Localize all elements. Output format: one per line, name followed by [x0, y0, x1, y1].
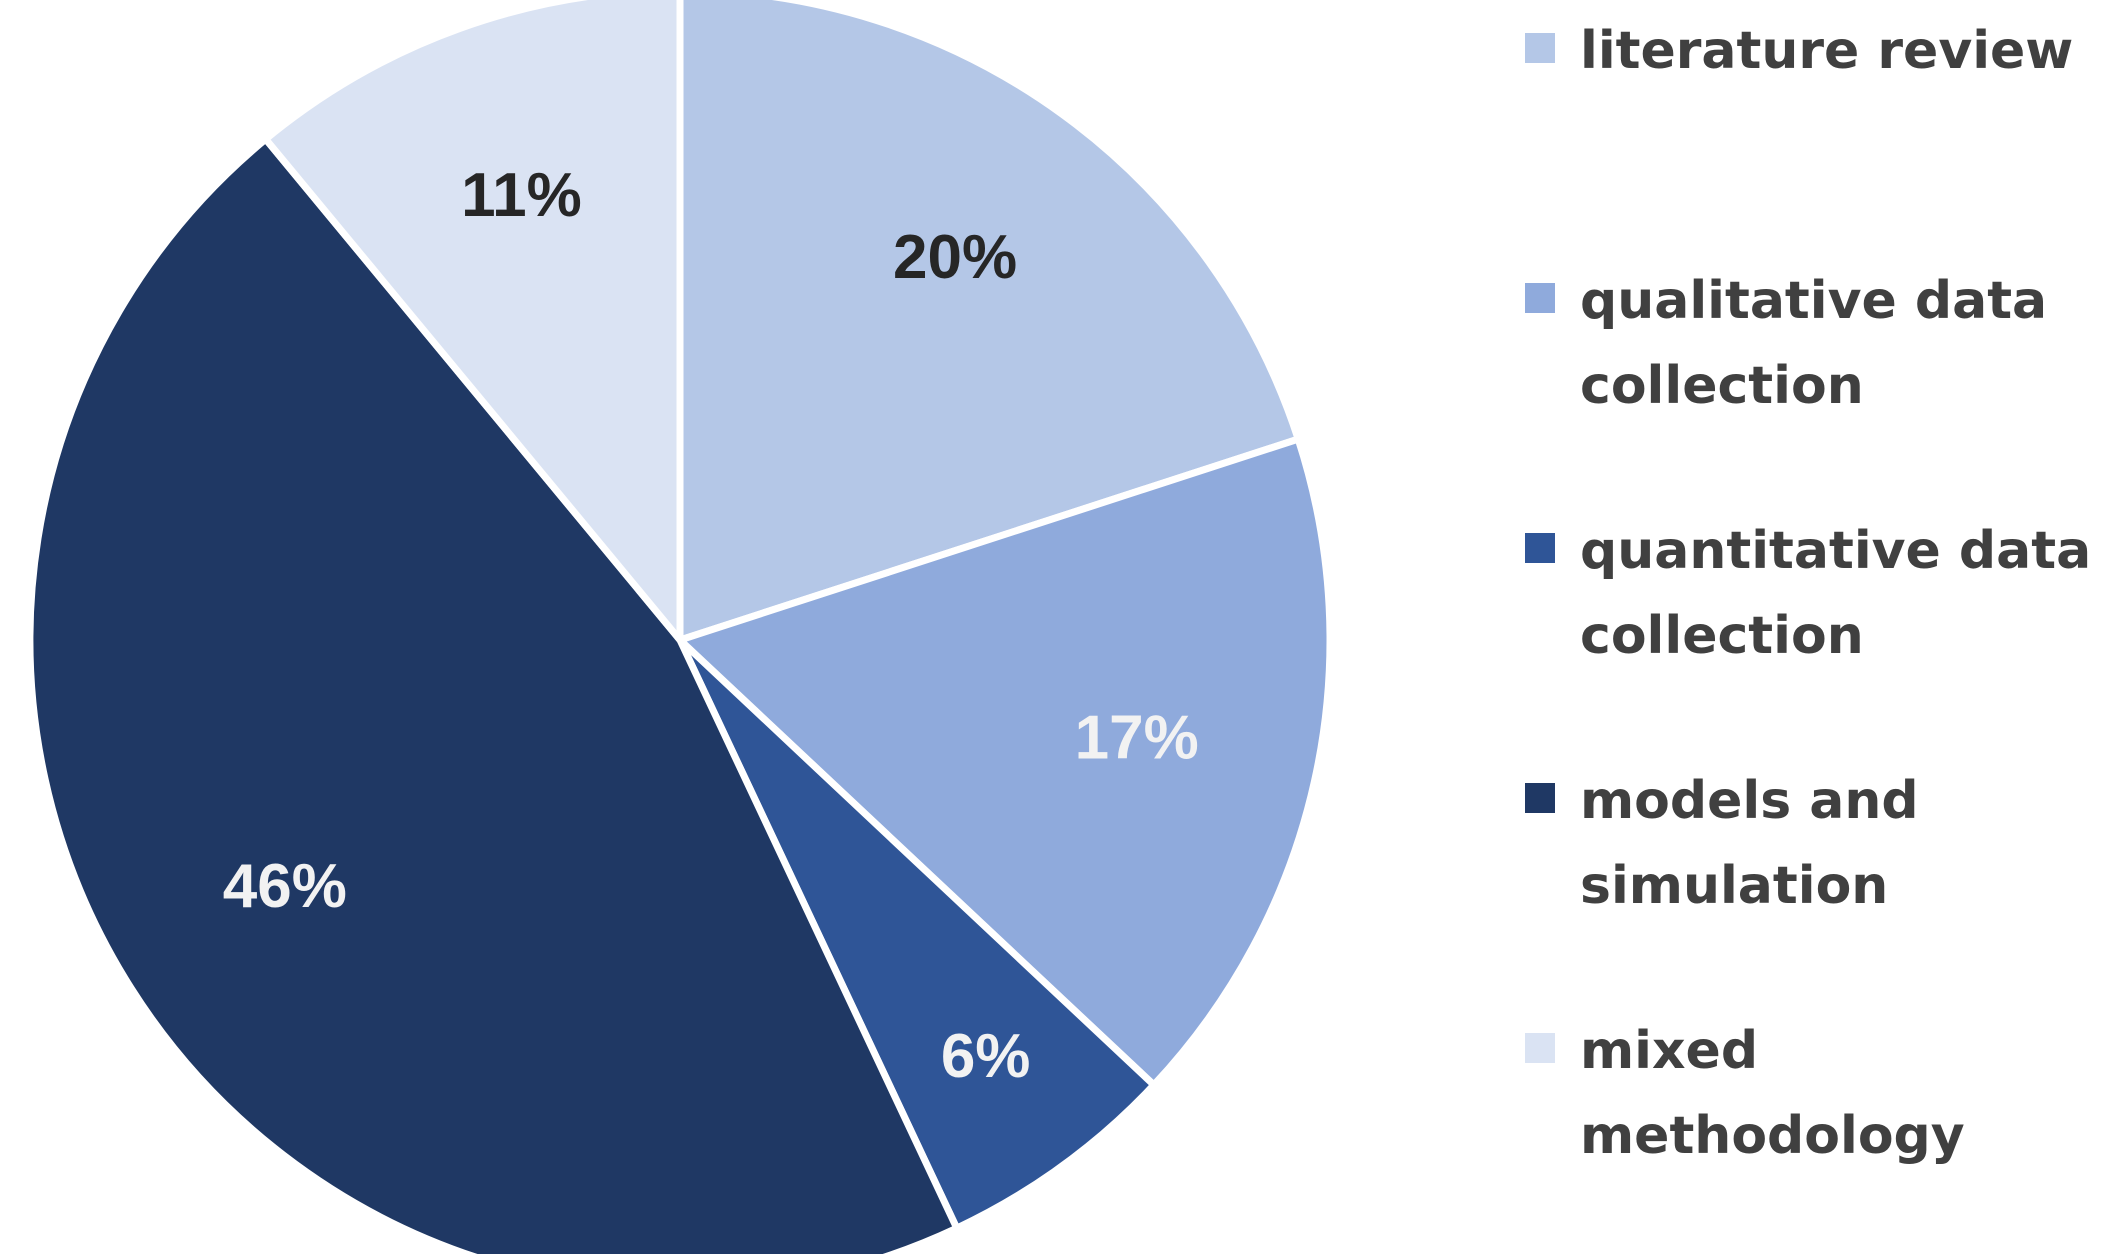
legend-label-literature-review: literature review [1580, 21, 2073, 81]
legend: literature review qualitative data collect… [1525, 21, 2091, 1166]
slice-label-qualitative-data-collection: 17% [1075, 703, 1199, 772]
pie-slice-qualitative-data-collection [676, 435, 1334, 1089]
legend-item-mixed-methodology: mixed methodology [1525, 1021, 1965, 1166]
slice-label-mixed-methodology: 11% [461, 161, 582, 230]
pie-slice-literature-review [676, 0, 1302, 644]
pie-slice-models-and-simulation [26, 135, 961, 1254]
pie-slice-labels: 20% 17% 6% 46% 11% [223, 161, 1199, 1091]
legend-item-qualitative-data-collection: qualitative data collection [1525, 271, 2047, 416]
slice-label-literature-review: 20% [893, 223, 1017, 292]
slice-label-models-and-simulation: 46% [223, 852, 347, 921]
legend-swatch-literature-review [1525, 33, 1555, 63]
legend-label-models-and-simulation: models and simulation [1580, 771, 1919, 916]
legend-item-quantitative-data-collection: quantitative data collection [1525, 521, 2091, 666]
pie-slices [26, 0, 1334, 1254]
legend-label-quantitative-data-collection: quantitative data collection [1580, 521, 2091, 666]
legend-swatch-qualitative-data-collection [1525, 283, 1555, 313]
pie-slice-mixed-methodology [262, 0, 684, 644]
legend-label-qualitative-data-collection: qualitative data collection [1580, 271, 2047, 416]
legend-item-literature-review: literature review [1525, 21, 2073, 81]
legend-label-mixed-methodology: mixed methodology [1580, 1021, 1965, 1166]
legend-swatch-quantitative-data-collection [1525, 533, 1555, 563]
legend-swatch-models-and-simulation [1525, 783, 1555, 813]
legend-swatch-mixed-methodology [1525, 1033, 1555, 1063]
pie-slice-quantitative-data-collection [676, 636, 1158, 1232]
slice-label-quantitative-data-collection: 6% [941, 1022, 1031, 1091]
legend-item-models-and-simulation: models and simulation [1525, 771, 1919, 916]
